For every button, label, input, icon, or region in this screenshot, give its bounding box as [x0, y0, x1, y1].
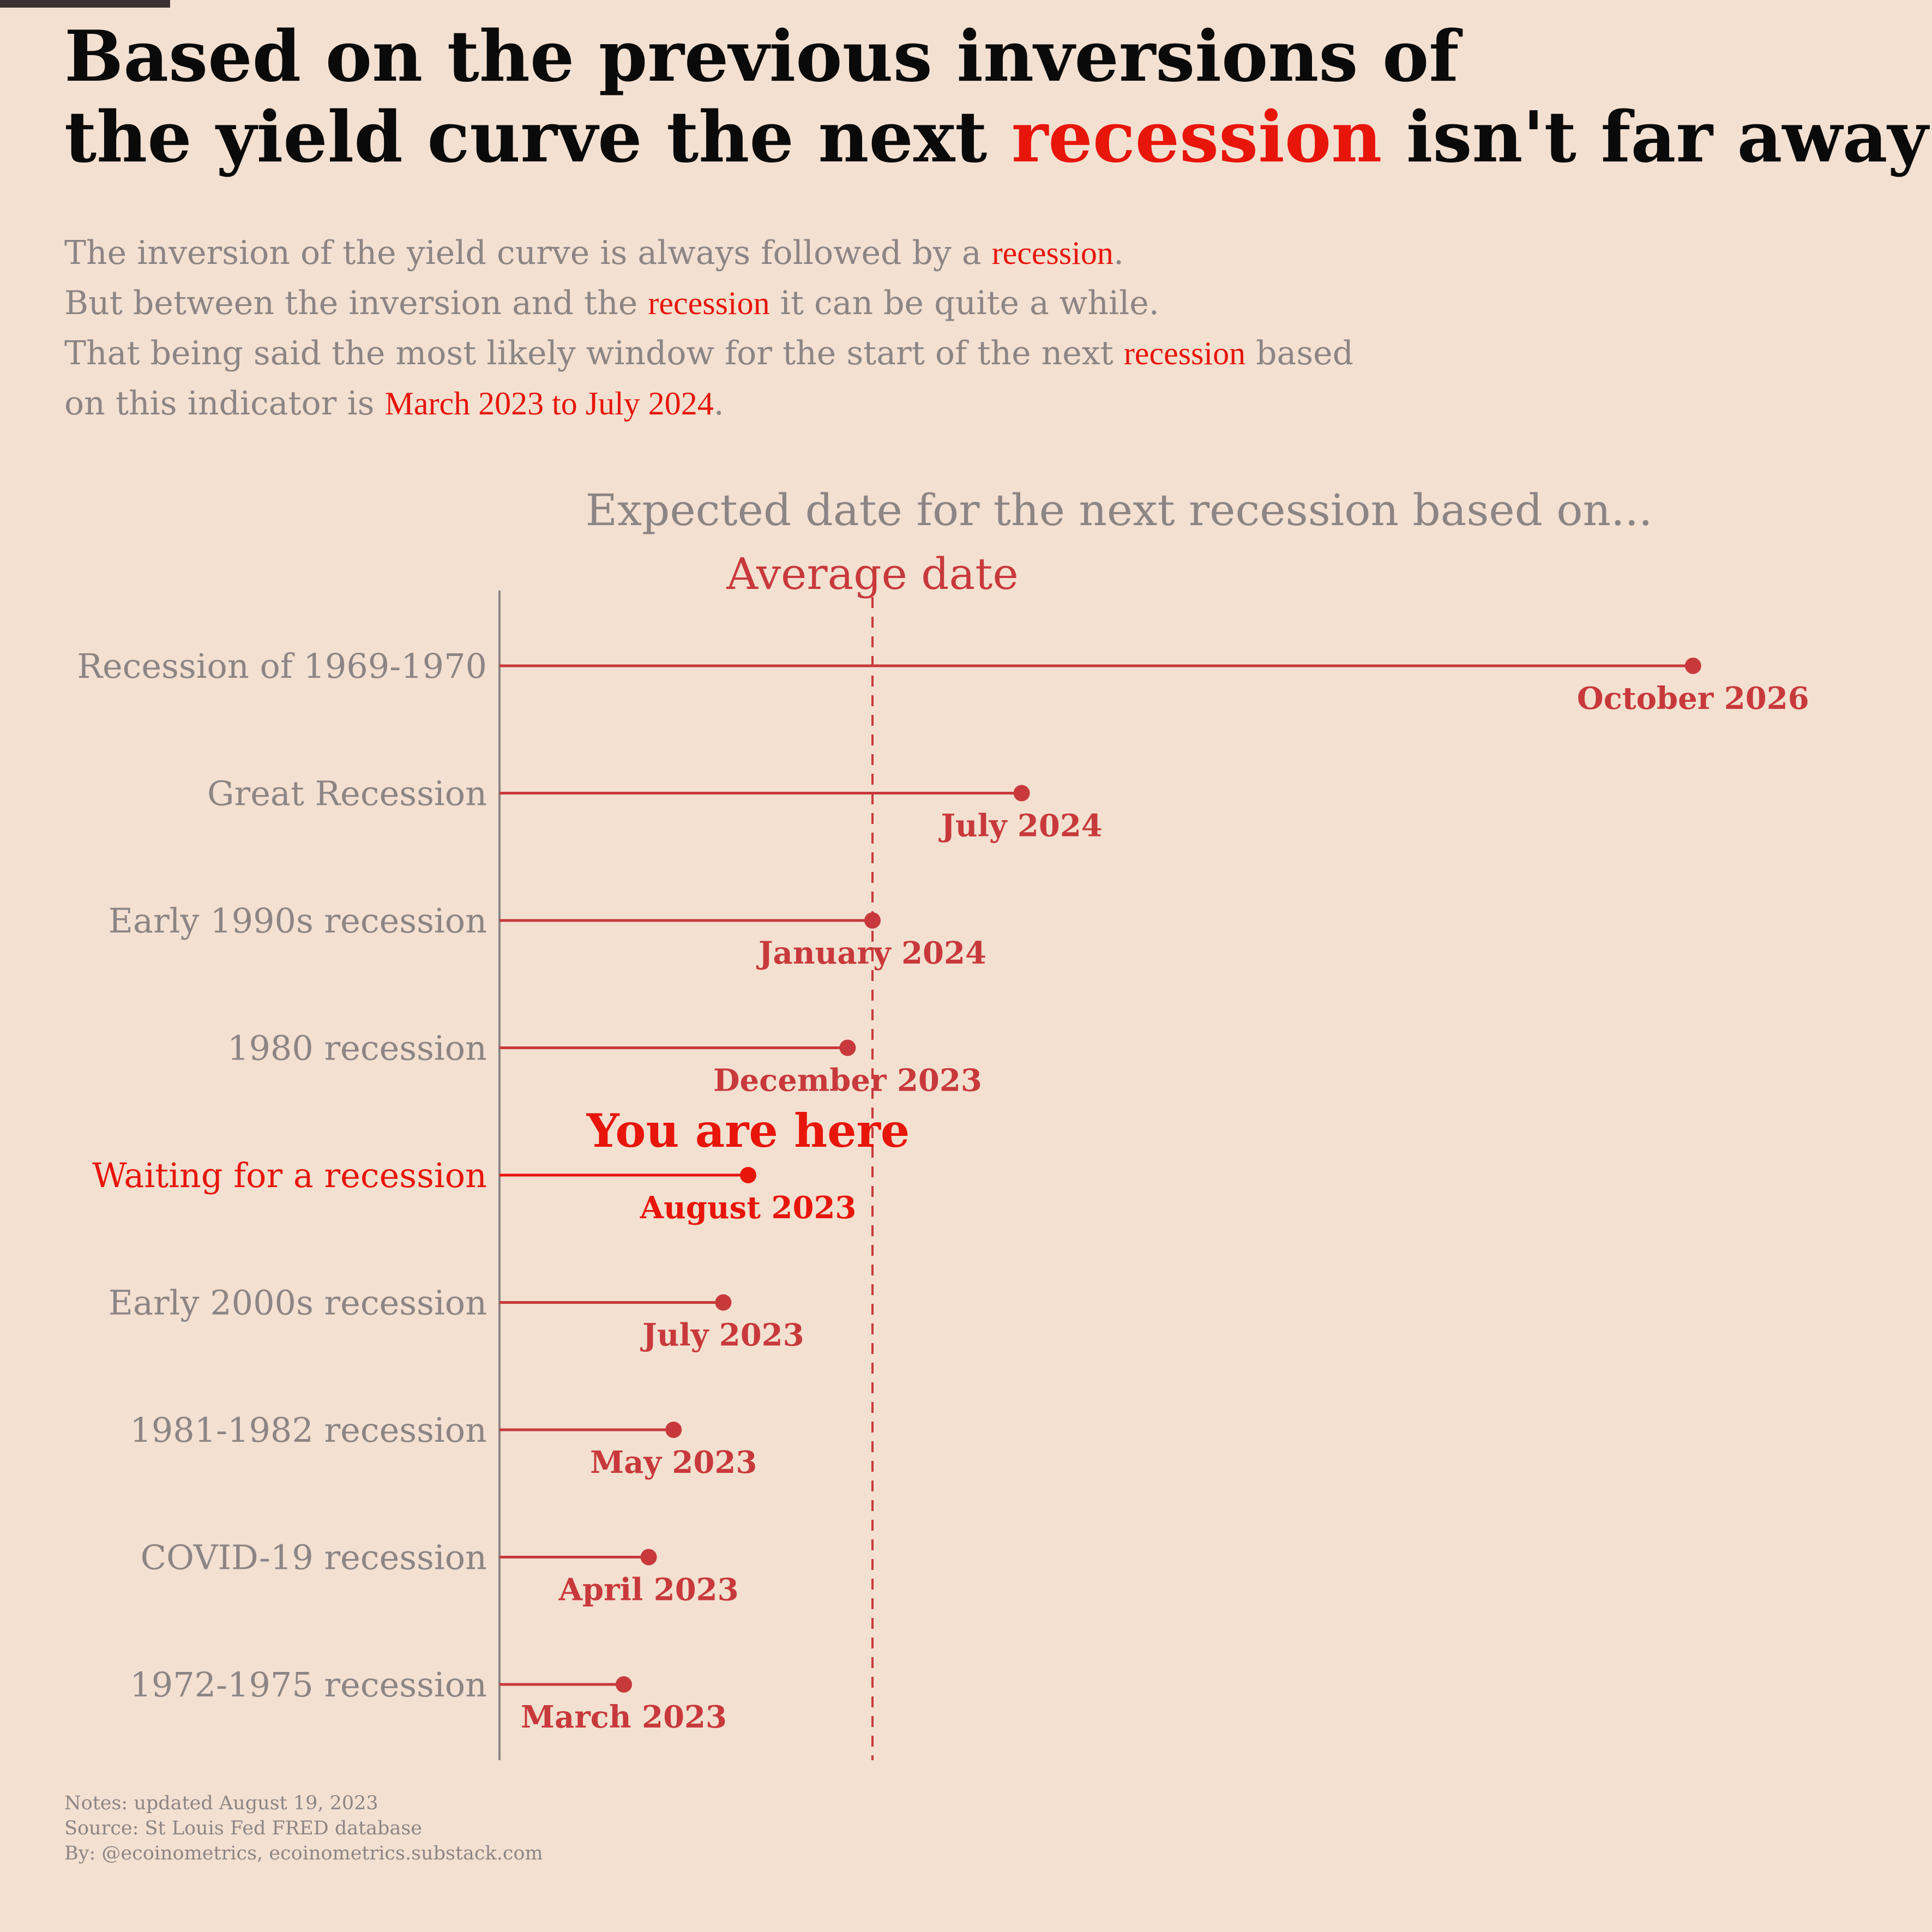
- description-text: based: [1245, 334, 1354, 372]
- byline: By: @ecoinometrics, ecoinometrics.substa…: [64, 1843, 543, 1864]
- headline-line-1: Based on the previous inversions of: [64, 16, 1459, 98]
- category-label: Early 1990s recession: [109, 901, 487, 941]
- description-line-4: on this indicator is March 2023 to July …: [64, 378, 1482, 429]
- headline-accent-word: recession: [1011, 97, 1382, 178]
- chart-description: The inversion of the yield curve is alwa…: [64, 228, 1482, 429]
- lollipop-point: [715, 1294, 732, 1311]
- chart-title: Expected date for the next recession bas…: [586, 485, 1653, 535]
- lollipop-point: [665, 1422, 682, 1438]
- top-accent-bar: [0, 0, 170, 8]
- description-line-3: That being said the most likely window f…: [64, 328, 1482, 378]
- lollipop-point: [616, 1676, 632, 1693]
- headline-line-2: the yield curve the next recession isn't…: [64, 97, 1928, 178]
- lollipop-point: [839, 1039, 856, 1056]
- category-label: Great Recession: [207, 774, 487, 814]
- headline-text: isn't far away: [1382, 97, 1928, 178]
- description-line-2: But between the inversion and the recess…: [64, 278, 1482, 328]
- description-text: The inversion of the yield curve is alwa…: [64, 234, 992, 272]
- source-line: Source: St Louis Fed FRED database: [64, 1817, 422, 1839]
- category-label: 1972-1975 recession: [130, 1665, 487, 1705]
- you-are-here-annotation: You are here: [586, 1104, 910, 1158]
- notes-line: Notes: updated August 19, 2023: [64, 1792, 378, 1814]
- value-label: January 2024: [756, 935, 986, 971]
- value-label: August 2023: [640, 1190, 857, 1226]
- lollipop-point: [740, 1167, 756, 1183]
- description-text: on this indicator is: [64, 384, 385, 423]
- value-label: May 2023: [590, 1445, 757, 1480]
- value-label: July 2023: [640, 1317, 804, 1353]
- value-label: December 2023: [713, 1063, 982, 1099]
- description-text: That being said the most likely window f…: [64, 334, 1124, 372]
- description-accent: March 2023 to July 2024: [384, 386, 714, 422]
- description-accent: recession: [648, 285, 770, 321]
- description-text: .: [713, 384, 724, 423]
- category-label: Waiting for a recession: [92, 1155, 487, 1195]
- headline-text: the yield curve the next: [64, 97, 1012, 178]
- value-label: October 2026: [1577, 681, 1809, 717]
- lollipop-point: [640, 1549, 657, 1566]
- value-label: July 2024: [938, 808, 1102, 844]
- chart-footnotes: Notes: updated August 19, 2023 Source: S…: [64, 1791, 543, 1866]
- description-line-1: The inversion of the yield curve is alwa…: [64, 228, 1482, 278]
- category-label: Recession of 1969-1970: [77, 646, 487, 686]
- reference-line-label: Average date: [726, 549, 1018, 599]
- category-label: 1981-1982 recession: [130, 1410, 487, 1450]
- lollipop-point: [864, 912, 881, 929]
- description-text: .: [1113, 234, 1124, 272]
- value-label: April 2023: [558, 1572, 739, 1608]
- description-accent: recession: [991, 235, 1114, 271]
- chart-headline: Based on the previous inversions of the …: [64, 16, 1928, 178]
- description-accent: recession: [1123, 335, 1246, 371]
- lollipop-point: [1684, 658, 1701, 674]
- description-text: But between the inversion and the: [64, 284, 648, 322]
- chart-marks: Recession of 1969-1970 October 2026 Great …: [77, 646, 1809, 1735]
- value-label: March 2023: [521, 1699, 727, 1735]
- category-label: COVID-19 recession: [141, 1538, 487, 1578]
- category-label: Early 2000s recession: [109, 1283, 487, 1323]
- description-text: it can be quite a while.: [769, 284, 1159, 322]
- category-label: 1980 recession: [227, 1028, 487, 1068]
- lollipop-point: [1013, 785, 1030, 802]
